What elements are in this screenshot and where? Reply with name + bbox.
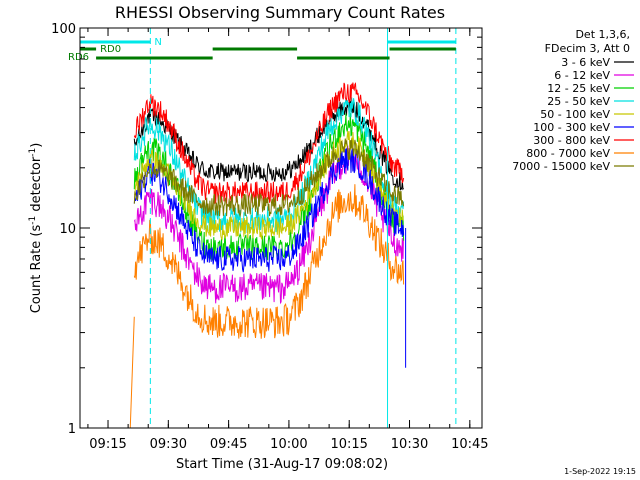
footer-date: 1-Sep-2022 19:15 xyxy=(564,467,636,476)
x-tick-label: 10:30 xyxy=(391,437,428,452)
series-line-8 xyxy=(133,138,405,218)
series-line-2 xyxy=(133,113,405,261)
legend-label: 25 - 50 keV xyxy=(547,95,610,108)
legend-label: 800 - 7000 keV xyxy=(526,147,610,160)
y-axis-label: Count Rate (s-1 detector-1) xyxy=(28,143,44,314)
legend-label: 300 - 800 keV xyxy=(533,134,610,147)
x-tick-label: 09:15 xyxy=(89,437,126,452)
x-tick-label: 10:00 xyxy=(270,437,307,452)
series-line-7 xyxy=(133,184,405,339)
start-spike xyxy=(129,316,135,429)
legend-label: 50 - 100 keV xyxy=(540,108,610,121)
x-axis-label: Start Time (31-Aug-17 09:08:02) xyxy=(176,457,388,472)
y-tick-label: 10 xyxy=(59,222,76,237)
series-line-4 xyxy=(134,131,404,241)
plot-series xyxy=(129,82,407,429)
night-label: N xyxy=(154,37,161,48)
y-tick-label: 1 xyxy=(68,422,76,437)
legend-header-line-2: FDecim 3, Att 0 xyxy=(545,42,630,55)
x-tick-label: 10:45 xyxy=(451,437,488,452)
legend-label: 100 - 300 keV xyxy=(533,121,610,134)
series-line-5 xyxy=(133,148,405,273)
legend-header-line-1: Det 1,3,6, xyxy=(575,28,630,41)
legend-label: 7000 - 15000 keV xyxy=(512,160,610,173)
legend-label: 3 - 6 keV xyxy=(561,56,610,69)
chart-title: RHESSI Observing Summary Count Rates xyxy=(115,3,445,22)
legend-label: 12 - 25 keV xyxy=(547,82,610,95)
legend-label: 6 - 12 keV xyxy=(554,69,610,82)
rd0-label: RD0 xyxy=(100,44,121,55)
y-tick-label: 100 xyxy=(51,22,76,37)
x-tick-label: 10:15 xyxy=(330,437,367,452)
axes: 09:15 09:30 09:45 10:00 10:15 10:30 10:45 1 10 10… xyxy=(51,22,488,452)
rd6-label: RD6 xyxy=(68,52,89,63)
x-tick-label: 09:30 xyxy=(150,437,187,452)
x-tick-label: 09:45 xyxy=(210,437,247,452)
series-line-6 xyxy=(133,82,405,204)
